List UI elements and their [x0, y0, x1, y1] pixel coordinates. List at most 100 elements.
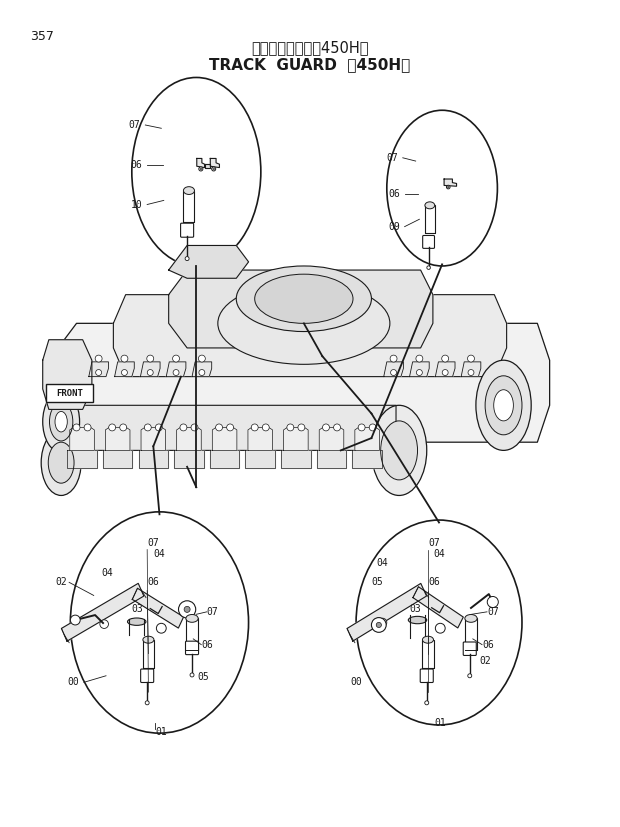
Circle shape: [358, 424, 365, 431]
Circle shape: [287, 424, 294, 431]
Circle shape: [156, 624, 166, 633]
Polygon shape: [246, 451, 275, 468]
Polygon shape: [283, 428, 308, 451]
Text: 06: 06: [131, 160, 143, 170]
Ellipse shape: [494, 390, 513, 421]
Text: 04: 04: [101, 567, 113, 577]
Polygon shape: [317, 451, 346, 468]
Circle shape: [121, 355, 128, 362]
Circle shape: [427, 265, 430, 270]
Text: 04: 04: [153, 549, 165, 560]
Circle shape: [147, 355, 154, 362]
Circle shape: [198, 355, 205, 362]
Ellipse shape: [255, 275, 353, 323]
FancyBboxPatch shape: [185, 641, 198, 655]
Polygon shape: [444, 179, 456, 186]
Ellipse shape: [184, 187, 195, 194]
Circle shape: [425, 700, 429, 705]
Text: トラックガード〈450H〉: トラックガード〈450H〉: [251, 41, 369, 55]
Polygon shape: [43, 340, 92, 409]
Text: 357: 357: [30, 30, 55, 43]
Circle shape: [95, 370, 102, 375]
Polygon shape: [105, 428, 130, 451]
Polygon shape: [410, 362, 429, 376]
Circle shape: [216, 424, 223, 431]
Ellipse shape: [43, 391, 79, 452]
Polygon shape: [61, 583, 144, 641]
Polygon shape: [174, 451, 204, 468]
Polygon shape: [435, 362, 455, 376]
Circle shape: [191, 424, 198, 431]
Circle shape: [70, 615, 80, 625]
Polygon shape: [205, 165, 210, 168]
Text: 07: 07: [207, 607, 218, 617]
Circle shape: [416, 355, 423, 362]
Text: 05: 05: [371, 577, 383, 587]
Text: 09: 09: [389, 222, 401, 232]
Circle shape: [144, 424, 151, 431]
Ellipse shape: [425, 202, 435, 208]
Circle shape: [120, 424, 126, 431]
Circle shape: [441, 355, 449, 362]
Text: 02: 02: [479, 656, 490, 666]
Text: 00: 00: [350, 677, 361, 687]
Circle shape: [173, 370, 179, 375]
Circle shape: [100, 619, 108, 629]
Polygon shape: [132, 588, 184, 628]
FancyBboxPatch shape: [141, 669, 154, 682]
Circle shape: [467, 355, 474, 362]
Polygon shape: [347, 583, 427, 641]
Circle shape: [122, 370, 128, 375]
Circle shape: [446, 185, 450, 189]
Polygon shape: [192, 362, 211, 376]
Circle shape: [108, 424, 115, 431]
Bar: [184, 190, 195, 222]
FancyBboxPatch shape: [420, 669, 433, 682]
Ellipse shape: [236, 266, 371, 332]
Circle shape: [334, 424, 340, 431]
Circle shape: [199, 167, 203, 171]
Circle shape: [487, 596, 498, 608]
Ellipse shape: [143, 636, 154, 643]
Polygon shape: [166, 362, 186, 376]
Text: 07: 07: [147, 538, 159, 548]
Circle shape: [227, 424, 234, 431]
Circle shape: [322, 424, 329, 431]
Circle shape: [390, 355, 397, 362]
Text: FRONT: FRONT: [56, 389, 83, 398]
Polygon shape: [210, 159, 219, 168]
Circle shape: [298, 424, 305, 431]
Polygon shape: [49, 323, 550, 442]
Text: 07: 07: [487, 607, 498, 617]
Text: 05: 05: [198, 672, 210, 682]
Text: 00: 00: [68, 677, 79, 687]
Text: 01: 01: [155, 726, 167, 737]
Circle shape: [200, 168, 202, 170]
FancyBboxPatch shape: [180, 223, 193, 237]
Text: 06: 06: [389, 189, 401, 198]
Circle shape: [184, 606, 190, 612]
Text: 03: 03: [132, 604, 144, 614]
Ellipse shape: [218, 282, 390, 365]
Polygon shape: [140, 362, 160, 376]
Circle shape: [468, 370, 474, 375]
Circle shape: [148, 370, 153, 375]
Polygon shape: [281, 451, 311, 468]
Polygon shape: [113, 294, 507, 376]
Polygon shape: [461, 362, 481, 376]
Circle shape: [145, 700, 149, 705]
Polygon shape: [70, 428, 94, 451]
Text: 07: 07: [387, 153, 399, 163]
Text: 04: 04: [376, 557, 388, 567]
Polygon shape: [319, 428, 344, 451]
FancyBboxPatch shape: [423, 236, 435, 248]
Text: 01: 01: [434, 719, 446, 729]
Ellipse shape: [465, 614, 477, 622]
Polygon shape: [68, 451, 97, 468]
Text: TRACK  GUARD  〈450H〉: TRACK GUARD 〈450H〉: [210, 57, 410, 72]
Text: 10: 10: [131, 199, 143, 209]
Ellipse shape: [485, 375, 522, 435]
Ellipse shape: [41, 430, 81, 495]
Circle shape: [211, 167, 216, 171]
Circle shape: [185, 256, 189, 261]
